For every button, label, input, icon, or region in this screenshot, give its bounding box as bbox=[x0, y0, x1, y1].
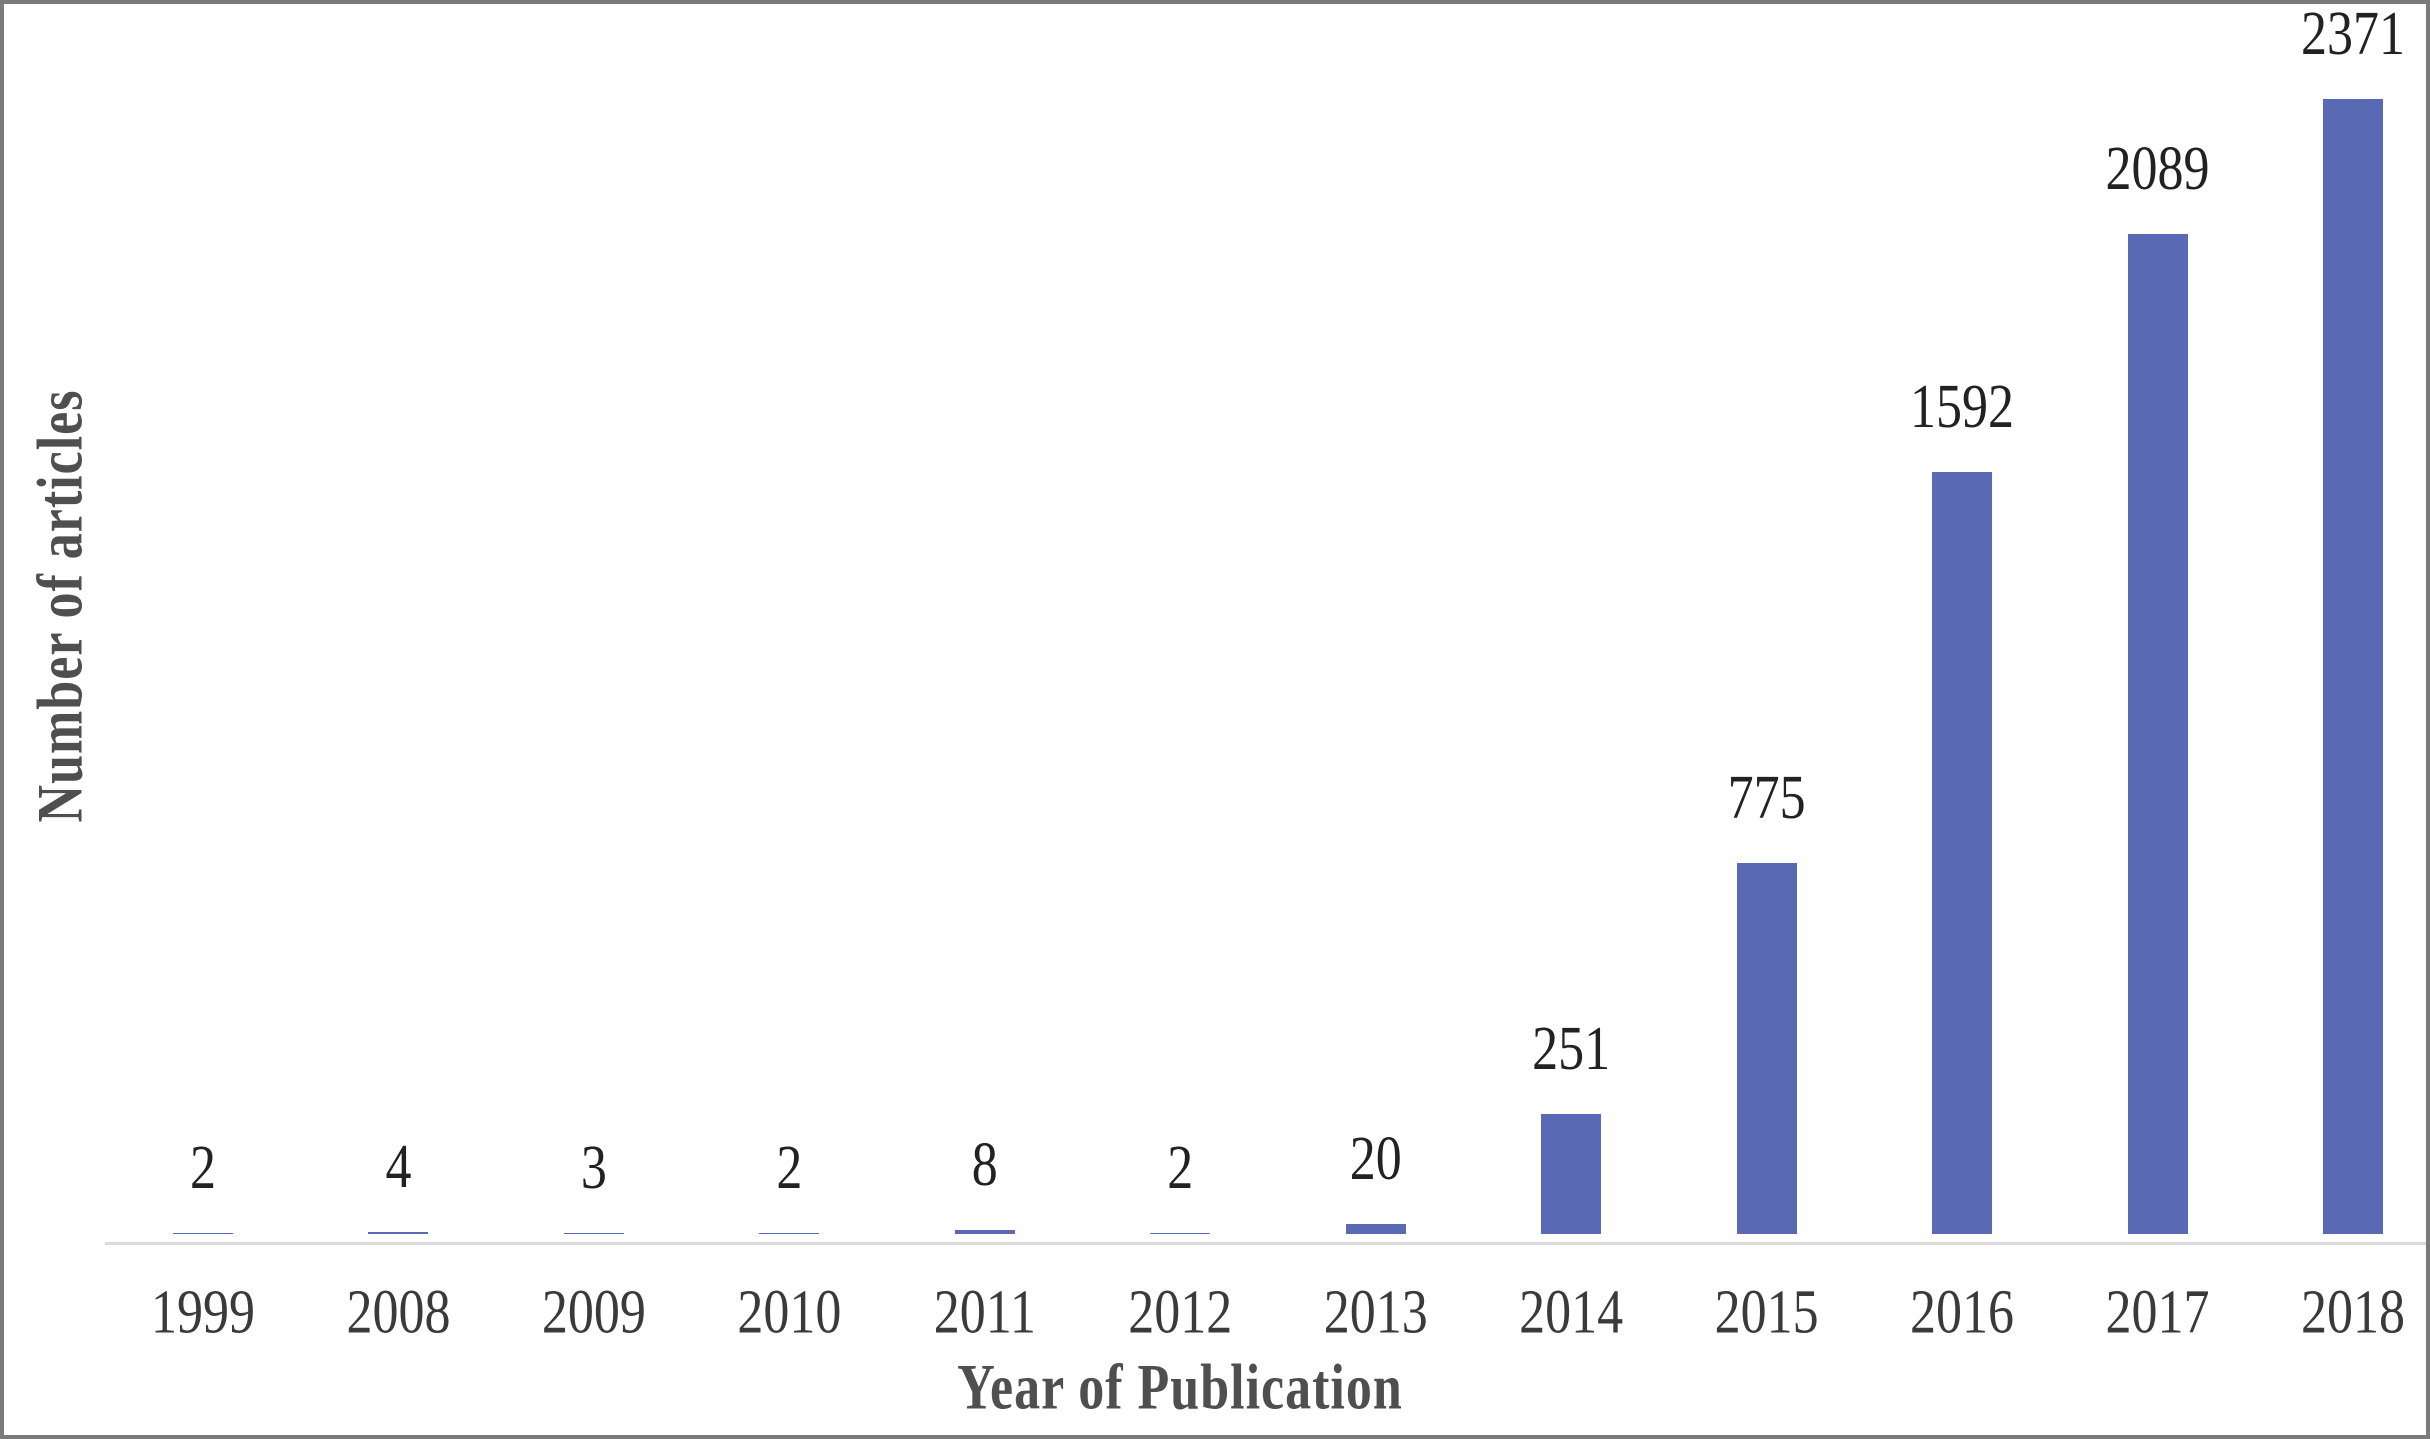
x-tick-label-2012: 2012 bbox=[1128, 1278, 1233, 1347]
bar-value-label-1999: 2 bbox=[190, 1134, 216, 1203]
plot-area: 2 1999 4 2008 3 2009 2 2010 8 2011 2 2012 20 2013 251 2… bbox=[4, 4, 2426, 1435]
bar-value-label-2013: 20 bbox=[1349, 1125, 1402, 1194]
bar-value-label-2016: 1592 bbox=[1910, 372, 2015, 442]
bar-value-label-2018: 2371 bbox=[2300, 0, 2405, 69]
x-tick-label-2010: 2010 bbox=[737, 1278, 842, 1347]
x-tick-label-2015: 2015 bbox=[1714, 1278, 1819, 1347]
bar-2015 bbox=[1736, 863, 1797, 1234]
bar-value-label-2010: 2 bbox=[776, 1134, 803, 1203]
x-tick-label-2009: 2009 bbox=[541, 1278, 646, 1347]
x-tick-label-2011: 2011 bbox=[933, 1278, 1036, 1347]
bar-2009 bbox=[563, 1232, 624, 1234]
bar-2018 bbox=[2322, 99, 2383, 1234]
x-tick-label-2016: 2016 bbox=[1910, 1278, 2015, 1347]
bar-2012 bbox=[1150, 1233, 1211, 1234]
x-tick-label-1999: 1999 bbox=[151, 1278, 255, 1347]
bar-2013 bbox=[1345, 1224, 1406, 1234]
x-axis-title: Year of Publication bbox=[957, 1352, 1403, 1424]
bar-value-label-2008: 4 bbox=[385, 1133, 412, 1202]
bar-2008 bbox=[368, 1232, 429, 1234]
x-tick-label-2008: 2008 bbox=[346, 1278, 451, 1347]
bar-value-label-2014: 251 bbox=[1532, 1014, 1611, 1084]
bar-value-label-2015: 775 bbox=[1727, 764, 1806, 833]
bar-2017 bbox=[2127, 234, 2188, 1234]
bar-value-label-2009: 3 bbox=[580, 1133, 607, 1202]
bar-2016 bbox=[1932, 471, 1993, 1234]
bar-value-label-2017: 2089 bbox=[2105, 135, 2210, 204]
bar-value-label-2011: 8 bbox=[971, 1131, 998, 1200]
bar-2010 bbox=[759, 1233, 820, 1234]
bar-1999 bbox=[173, 1233, 233, 1234]
x-axis-line bbox=[105, 1242, 2426, 1245]
x-tick-label-2013: 2013 bbox=[1323, 1278, 1428, 1347]
bar-2011 bbox=[954, 1230, 1015, 1234]
x-tick-label-2014: 2014 bbox=[1519, 1278, 1624, 1347]
bar-value-label-2012: 2 bbox=[1167, 1134, 1194, 1203]
x-tick-label-2018: 2018 bbox=[2300, 1278, 2405, 1347]
x-tick-label-2017: 2017 bbox=[2105, 1278, 2210, 1347]
bar-2014 bbox=[1541, 1113, 1602, 1234]
